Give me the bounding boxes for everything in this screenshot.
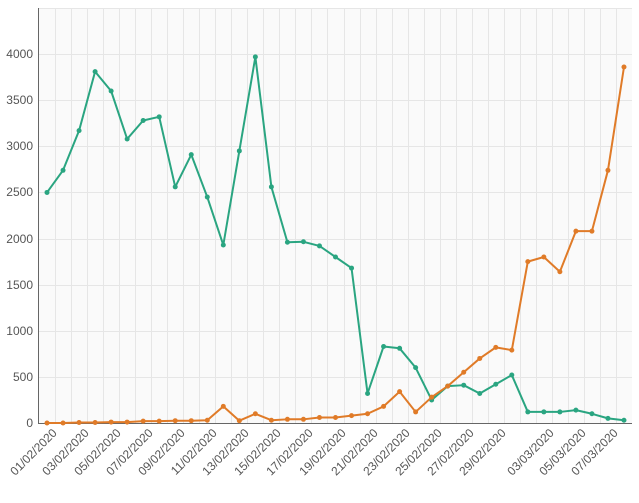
series-point [381,404,386,409]
series-point [141,419,146,424]
y-tick-label: 4000 [6,47,39,61]
series-point [621,65,626,70]
series-point [317,415,322,420]
series-point [429,395,434,400]
series-point [541,255,546,260]
series-point [493,345,498,350]
y-tick-label: 3000 [6,139,39,153]
series-point [189,418,194,423]
y-tick-label: 3500 [6,93,39,107]
series-point [509,348,514,353]
series-point [285,417,290,422]
series-point [589,229,594,234]
time-series-chart: 05001000150020002500300035004000450001/0… [0,0,639,503]
y-tick-label: 1500 [6,278,39,292]
series-point [173,418,178,423]
series-point [605,168,610,173]
series-point [93,420,98,425]
series-point [525,259,530,264]
series-point [573,229,578,234]
series-point [349,413,354,418]
series-point [301,417,306,422]
series-point [45,421,50,426]
series-point [221,404,226,409]
plot-area: 05001000150020002500300035004000450001/0… [38,8,632,424]
series-point [445,384,450,389]
y-tick-label: 2500 [6,185,39,199]
series-point [77,420,82,425]
series-point [109,420,114,425]
y-tick-label: 2000 [6,232,39,246]
series-line [39,8,632,423]
series-point [365,411,370,416]
series-point [269,418,274,423]
y-tick-label: 500 [13,370,39,384]
y-tick-label: 0 [26,416,39,430]
series-point [413,409,418,414]
series-point [253,411,258,416]
series-point [461,370,466,375]
series-polyline [47,67,624,423]
series-point [477,356,482,361]
series-point [205,418,210,423]
series-point [397,389,402,394]
series-point [557,269,562,274]
series-point [125,420,130,425]
y-tick-label: 1000 [6,324,39,338]
series-point [157,419,162,424]
series-point [333,415,338,420]
series-point [61,421,66,426]
series-point [237,418,242,423]
